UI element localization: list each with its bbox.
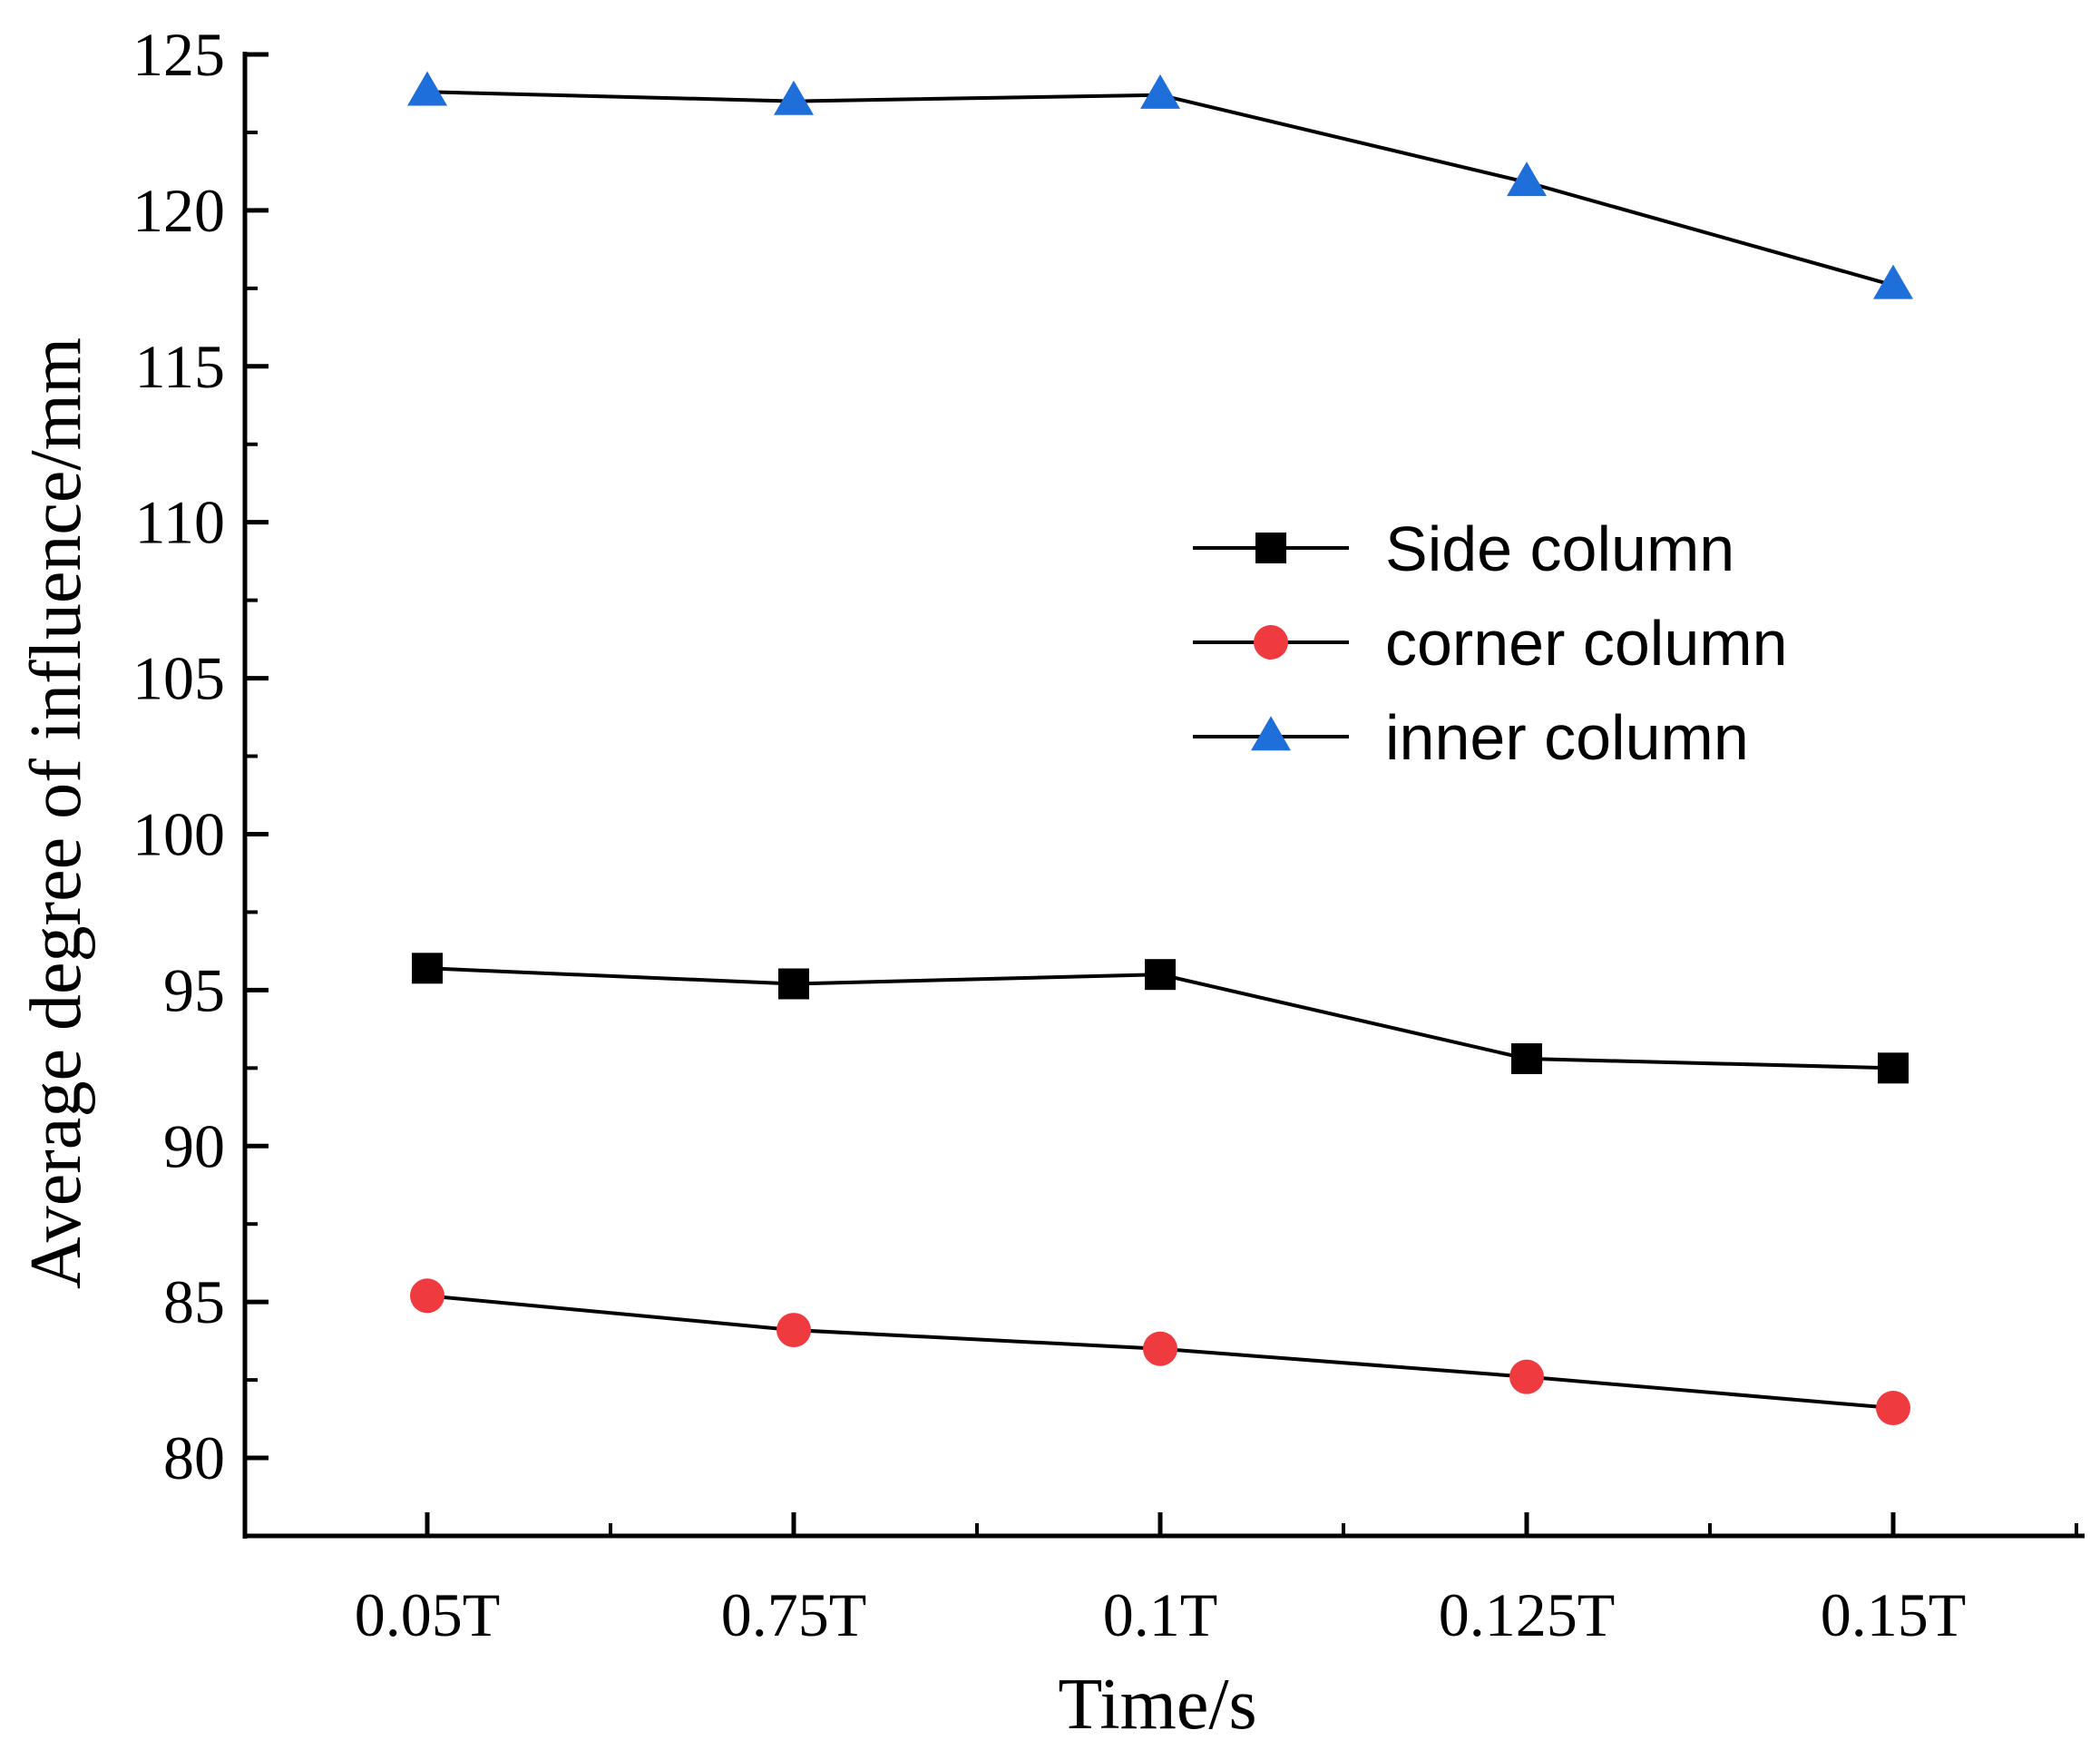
y-tick-label: 105 xyxy=(132,644,225,713)
y-axis-title: Average degree of influence/mm xyxy=(16,337,96,1289)
series-line-inner-column xyxy=(426,90,1894,288)
y-tick-label: 100 xyxy=(132,799,225,868)
legend-marker-corner-column xyxy=(1254,625,1288,660)
legend-label-corner-column: corner column xyxy=(1385,608,1788,679)
x-tick-label: 0.75T xyxy=(721,1580,867,1649)
data-point-side-column xyxy=(412,953,443,984)
data-point-side-column xyxy=(1878,1052,1909,1084)
data-point-inner-column xyxy=(1140,73,1180,109)
data-point-inner-column xyxy=(1873,264,1913,299)
legend: Side column corner column inner column xyxy=(1193,513,1788,773)
data-point-inner-column xyxy=(774,80,814,115)
legend-label-side-column: Side column xyxy=(1385,513,1734,584)
data-point-corner-column xyxy=(1876,1391,1910,1426)
data-point-corner-column xyxy=(1143,1331,1177,1366)
legend-marker-inner-column xyxy=(1251,716,1291,751)
y-tick-label: 90 xyxy=(163,1111,225,1180)
x-tick-label: 0.05T xyxy=(355,1580,501,1649)
y-tick-label: 80 xyxy=(163,1423,225,1492)
data-point-inner-column xyxy=(407,71,447,106)
y-tick-label: 125 xyxy=(132,20,225,89)
y-tick-label: 120 xyxy=(132,176,225,245)
data-point-corner-column xyxy=(1509,1359,1544,1394)
legend-label-inner-column: inner column xyxy=(1385,702,1749,773)
legend-marker-side-column xyxy=(1255,533,1286,563)
data-point-side-column xyxy=(778,968,809,1000)
x-tick-label: 0.1T xyxy=(1103,1580,1218,1649)
y-tick-label: 110 xyxy=(135,488,225,557)
data-point-corner-column xyxy=(777,1313,811,1348)
x-tick-label: 0.125T xyxy=(1439,1580,1616,1649)
y-tick-label: 115 xyxy=(135,332,225,401)
x-axis-title: Time/s xyxy=(1058,1665,1256,1745)
y-tick-label: 95 xyxy=(163,955,225,1024)
data-point-corner-column xyxy=(410,1278,444,1314)
data-point-inner-column xyxy=(1507,161,1547,197)
y-tick-label: 85 xyxy=(163,1267,225,1336)
axes: 80 85 90 95 100 105 110 115 120 125 0.05T 0.75T 0.1T… xyxy=(132,20,2085,1649)
series-markers xyxy=(407,71,1913,1426)
data-point-side-column xyxy=(1145,959,1176,991)
x-tick-label: 0.15T xyxy=(1821,1580,1967,1649)
data-point-side-column xyxy=(1511,1043,1542,1075)
